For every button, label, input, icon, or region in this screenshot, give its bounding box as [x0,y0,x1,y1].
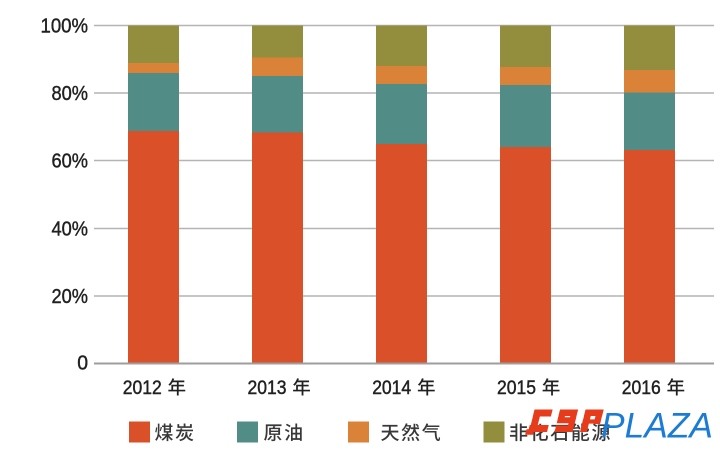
svg-text:2014: 2014 [372,377,411,399]
svg-text:2016: 2016 [622,377,661,399]
svg-text:100%: 100% [41,16,89,38]
svg-text:40%: 40% [52,219,89,241]
svg-text:PLAZA: PLAZA [601,407,713,446]
svg-text:2015: 2015 [497,377,536,399]
svg-text:60%: 60% [52,151,89,173]
svg-text:20%: 20% [52,286,89,308]
svg-text:2012: 2012 [123,377,162,399]
svg-text:2013: 2013 [248,377,287,399]
svg-text:0: 0 [77,352,88,374]
svg-text:80%: 80% [52,83,89,105]
